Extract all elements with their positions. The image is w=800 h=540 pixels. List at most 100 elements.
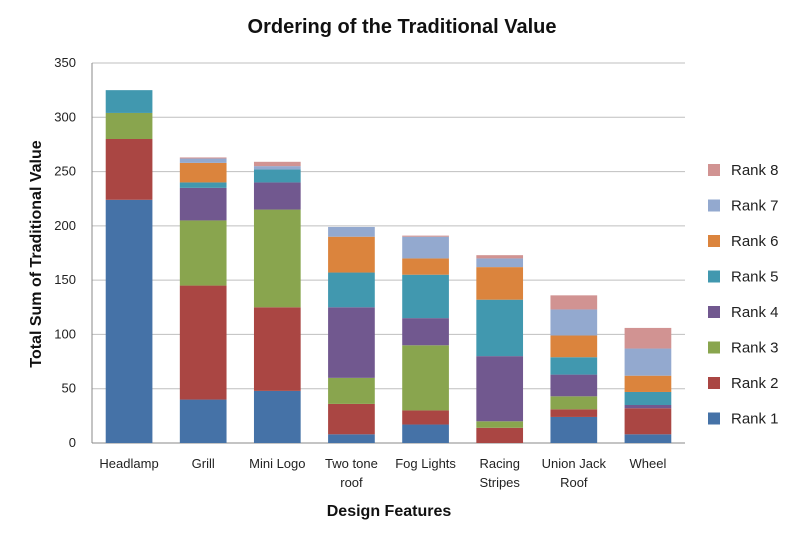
x-tick-label-line: Wheel <box>630 456 667 471</box>
x-tick-label-line: Stripes <box>479 475 520 490</box>
bar-segment <box>328 434 375 443</box>
bar-segment <box>179 182 227 188</box>
y-axis-ticks: 0 50 100 150 200 250 300 350 <box>54 55 76 450</box>
bar-segment <box>105 90 153 113</box>
legend-label: Rank 5 <box>731 269 779 286</box>
legend-label: Rank 7 <box>731 198 779 215</box>
bar-segment <box>550 416 598 443</box>
legend-swatch <box>708 235 720 247</box>
bar-segment <box>253 390 301 443</box>
x-tick-label: Wheel <box>630 456 667 471</box>
bar-segment <box>550 357 598 375</box>
bar-segment <box>402 410 449 425</box>
bar-segment <box>179 158 227 163</box>
bar-segment <box>550 309 598 336</box>
x-tick-label-line: Union Jack <box>542 456 607 471</box>
x-tick-label-line: Roof <box>560 475 588 490</box>
bar-segment <box>624 391 672 405</box>
bar-segment <box>476 356 524 422</box>
bar-segment <box>624 434 672 443</box>
bar-segment <box>624 327 672 349</box>
legend-label: Rank 6 <box>731 233 779 250</box>
bar-segment <box>476 258 524 268</box>
y-tick-label: 200 <box>54 218 76 233</box>
bar-segment <box>402 258 449 275</box>
bar-segment <box>550 396 598 410</box>
bar-segment <box>328 377 375 404</box>
bars <box>105 90 672 443</box>
bar-segment <box>253 182 301 210</box>
bar-segment <box>179 162 227 183</box>
bar-segment <box>253 307 301 391</box>
bar-segment <box>105 112 153 139</box>
bar-segment <box>402 274 449 319</box>
y-tick-label: 350 <box>54 55 76 70</box>
x-axis-ticks: Headlamp Grill Mini Logo Two tone roof Fog Li… <box>99 456 666 490</box>
bar-segment <box>328 226 375 237</box>
x-tick-label: Racing Stripes <box>479 456 520 490</box>
legend-swatch <box>708 270 720 283</box>
x-tick-label-line: Racing <box>479 456 519 471</box>
legend-label: Rank 4 <box>731 304 779 321</box>
x-tick-label: Grill <box>192 456 215 471</box>
y-axis-title: Total Sum of Traditional Value <box>28 140 45 367</box>
bar-segment <box>476 255 524 259</box>
bar-segment <box>476 421 524 428</box>
bar-segment <box>253 169 301 183</box>
y-tick-label: 250 <box>54 164 76 179</box>
x-tick-label: Mini Logo <box>249 456 305 471</box>
y-tick-label: 150 <box>54 272 76 287</box>
y-tick-label: 50 <box>62 381 76 396</box>
bar-segment <box>476 427 524 443</box>
bar-segment <box>179 220 227 286</box>
bar-segment <box>624 408 672 435</box>
bar-segment <box>179 157 227 159</box>
x-tick-label: Two tone roof <box>325 456 378 490</box>
legend-label: Rank 3 <box>731 340 779 357</box>
x-tick-label: Fog Lights <box>395 456 456 471</box>
bar-segment <box>179 399 227 443</box>
bar-segment <box>105 199 153 443</box>
x-tick-label: Union Jack Roof <box>542 456 607 490</box>
bar-segment <box>105 139 153 200</box>
bar-segment <box>253 209 301 308</box>
x-tick-label-line: Two tone <box>325 456 378 471</box>
bar-segment <box>179 285 227 400</box>
bar-segment <box>402 345 449 411</box>
bar-segment <box>179 187 227 221</box>
x-tick-label-line: roof <box>340 475 363 490</box>
bar-segment <box>550 335 598 358</box>
bar-segment <box>624 375 672 392</box>
legend-label: Rank 1 <box>731 411 779 428</box>
bar-segment <box>402 235 449 237</box>
y-tick-label: 300 <box>54 109 76 124</box>
bar-segment <box>624 348 672 376</box>
bar-segment <box>328 272 375 308</box>
legend-swatch <box>708 199 720 212</box>
x-tick-label: Headlamp <box>99 456 158 471</box>
bar-segment <box>550 409 598 417</box>
x-tick-label-line: Fog Lights <box>395 456 456 471</box>
x-tick-label-line: Headlamp <box>99 456 158 471</box>
legend-label: Rank 8 <box>731 162 779 179</box>
bar-segment <box>402 236 449 259</box>
legend-swatch <box>708 306 720 318</box>
bar-segment <box>402 318 449 346</box>
bar-segment <box>550 374 598 397</box>
x-tick-label-line: Mini Logo <box>249 456 305 471</box>
bar-segment <box>476 267 524 300</box>
bar-segment <box>402 424 449 443</box>
legend-swatch <box>708 412 720 425</box>
x-tick-label-line: Grill <box>192 456 215 471</box>
bar-segment <box>328 307 375 378</box>
legend-label: Rank 2 <box>731 375 779 392</box>
bar-segment <box>253 166 301 170</box>
chart-title: Ordering of the Traditional Value <box>248 16 557 38</box>
x-axis-title: Design Features <box>327 503 452 520</box>
y-tick-label: 0 <box>69 435 76 450</box>
bar-segment <box>328 236 375 273</box>
legend: Rank 8 Rank 7 Rank 6 Rank 5 Rank 4 Rank 3 Rank… <box>708 162 779 428</box>
legend-swatch <box>708 341 720 354</box>
legend-swatch <box>708 377 720 389</box>
